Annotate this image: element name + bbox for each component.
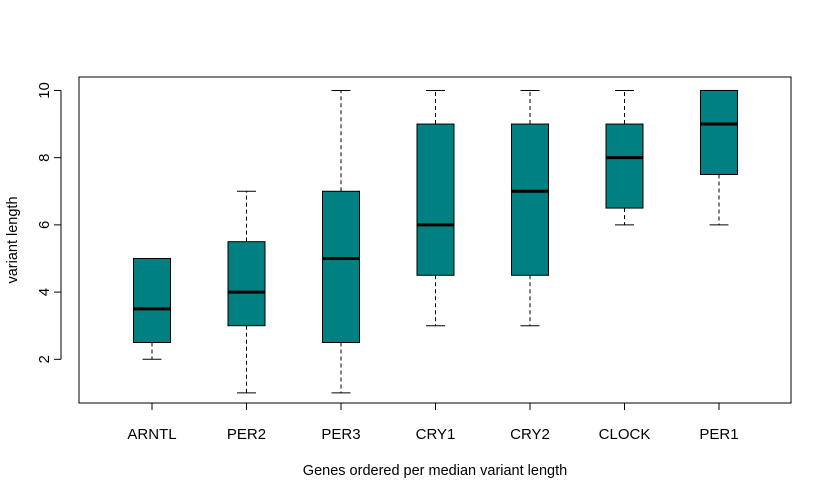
- box-cry1: [416, 89, 455, 327]
- iqr-box: [227, 241, 266, 327]
- y-tick-label: 8: [36, 153, 53, 161]
- x-tick-label: CLOCK: [599, 426, 651, 443]
- x-tick-label: PER1: [699, 426, 738, 443]
- x-tick-label: PER3: [321, 426, 360, 443]
- y-axis-title: variant length: [5, 196, 21, 283]
- y-tick-label: 4: [36, 288, 53, 296]
- box-per1: [700, 89, 738, 226]
- box-clock: [605, 89, 644, 226]
- box-per3: [322, 89, 360, 394]
- iqr-box: [511, 123, 549, 276]
- box-per2: [227, 190, 266, 394]
- box-group: [133, 89, 738, 394]
- iqr-box: [416, 123, 455, 276]
- y-tick-label: 10: [36, 82, 53, 99]
- iqr-box: [322, 190, 360, 344]
- y-tick-label: 6: [36, 221, 53, 229]
- box-arntl: [133, 257, 171, 360]
- iqr-box: [700, 89, 738, 175]
- box-cry2: [511, 89, 549, 327]
- x-tick-label: ARNTL: [127, 426, 176, 443]
- y-tick-label: 2: [36, 355, 53, 363]
- x-tick-label: CRY2: [510, 426, 550, 443]
- x-axis: ARNTL PER2 PER3 CRY1 CRY2 CLOCK PER1: [127, 402, 739, 443]
- iqr-box: [133, 257, 171, 344]
- x-tick-label: CRY1: [416, 426, 456, 443]
- iqr-box: [605, 123, 644, 209]
- x-axis-title: Genes ordered per median variant length: [303, 463, 567, 479]
- y-axis: 2 4 6 8 10: [36, 82, 62, 363]
- x-tick-label: PER2: [227, 426, 266, 443]
